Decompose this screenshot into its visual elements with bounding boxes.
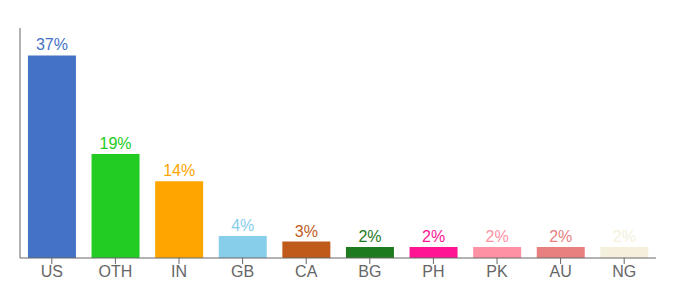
svg-text:AU: AU: [549, 263, 571, 280]
svg-text:19%: 19%: [100, 135, 132, 152]
svg-text:2%: 2%: [613, 228, 636, 245]
svg-text:14%: 14%: [163, 162, 195, 179]
svg-text:PH: PH: [422, 263, 444, 280]
svg-text:4%: 4%: [231, 217, 254, 234]
svg-text:NG: NG: [612, 263, 636, 280]
svg-text:2%: 2%: [549, 228, 572, 245]
svg-text:US: US: [41, 263, 63, 280]
svg-text:2%: 2%: [486, 228, 509, 245]
svg-text:IN: IN: [171, 263, 187, 280]
svg-text:GB: GB: [231, 263, 254, 280]
svg-text:2%: 2%: [358, 228, 381, 245]
svg-text:BG: BG: [358, 263, 381, 280]
svg-text:3%: 3%: [295, 223, 318, 240]
svg-text:OTH: OTH: [99, 263, 133, 280]
svg-text:PK: PK: [486, 263, 508, 280]
svg-text:CA: CA: [295, 263, 318, 280]
svg-text:2%: 2%: [422, 228, 445, 245]
svg-text:37%: 37%: [36, 36, 68, 53]
